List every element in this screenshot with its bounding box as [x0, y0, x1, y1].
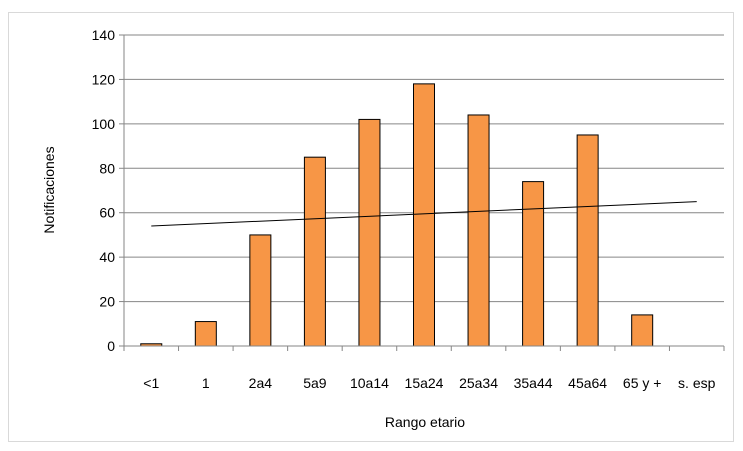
- bar-2: [249, 234, 272, 347]
- x-tick-label: 1: [202, 375, 210, 391]
- x-tick-label: 15a24: [405, 375, 444, 391]
- x-tick-label: 10a14: [350, 375, 389, 391]
- y-axis-title: Notificaciones: [41, 146, 57, 233]
- y-tick-labels: 0 20 40 60 80 100 120 140: [92, 27, 116, 354]
- bar-3: [303, 156, 326, 347]
- bar-8: [576, 134, 599, 347]
- y-tick-label: 80: [99, 160, 115, 176]
- y-tick-label: 60: [99, 205, 115, 221]
- x-tick-label: <1: [143, 375, 159, 391]
- trendline-group: [151, 201, 697, 227]
- bar-7: [522, 181, 545, 347]
- x-tick-label: 35a44: [514, 375, 553, 391]
- axes: [119, 34, 725, 351]
- bar-5: [413, 83, 435, 347]
- bar-6: [467, 114, 490, 347]
- bar-1: [194, 321, 217, 347]
- y-tick-label: 40: [99, 249, 115, 265]
- bar-4: [358, 118, 381, 347]
- y-tick-label: 20: [99, 294, 115, 310]
- bar-9: [631, 314, 654, 347]
- x-tick-label: 2a4: [249, 375, 273, 391]
- y-tick-label: 100: [92, 116, 116, 132]
- y-tick-label: 0: [107, 338, 115, 354]
- x-axis-title: Rango etario: [385, 414, 465, 430]
- trendline: [151, 201, 697, 227]
- y-tick-label: 140: [92, 27, 116, 43]
- y-tick-label: 120: [92, 71, 116, 87]
- x-tick-label: 25a34: [459, 375, 498, 391]
- x-tick-label: 65 y +: [623, 375, 662, 391]
- bars: [140, 83, 654, 347]
- x-tick-label: s. esp: [678, 375, 716, 391]
- x-tick-label: 5a9: [303, 375, 327, 391]
- x-tick-labels: <1 1 2a4 5a9 10a14 15a24 25a34 35a44 45a64 65 y +…: [143, 375, 715, 391]
- x-tick-label: 45a64: [568, 375, 607, 391]
